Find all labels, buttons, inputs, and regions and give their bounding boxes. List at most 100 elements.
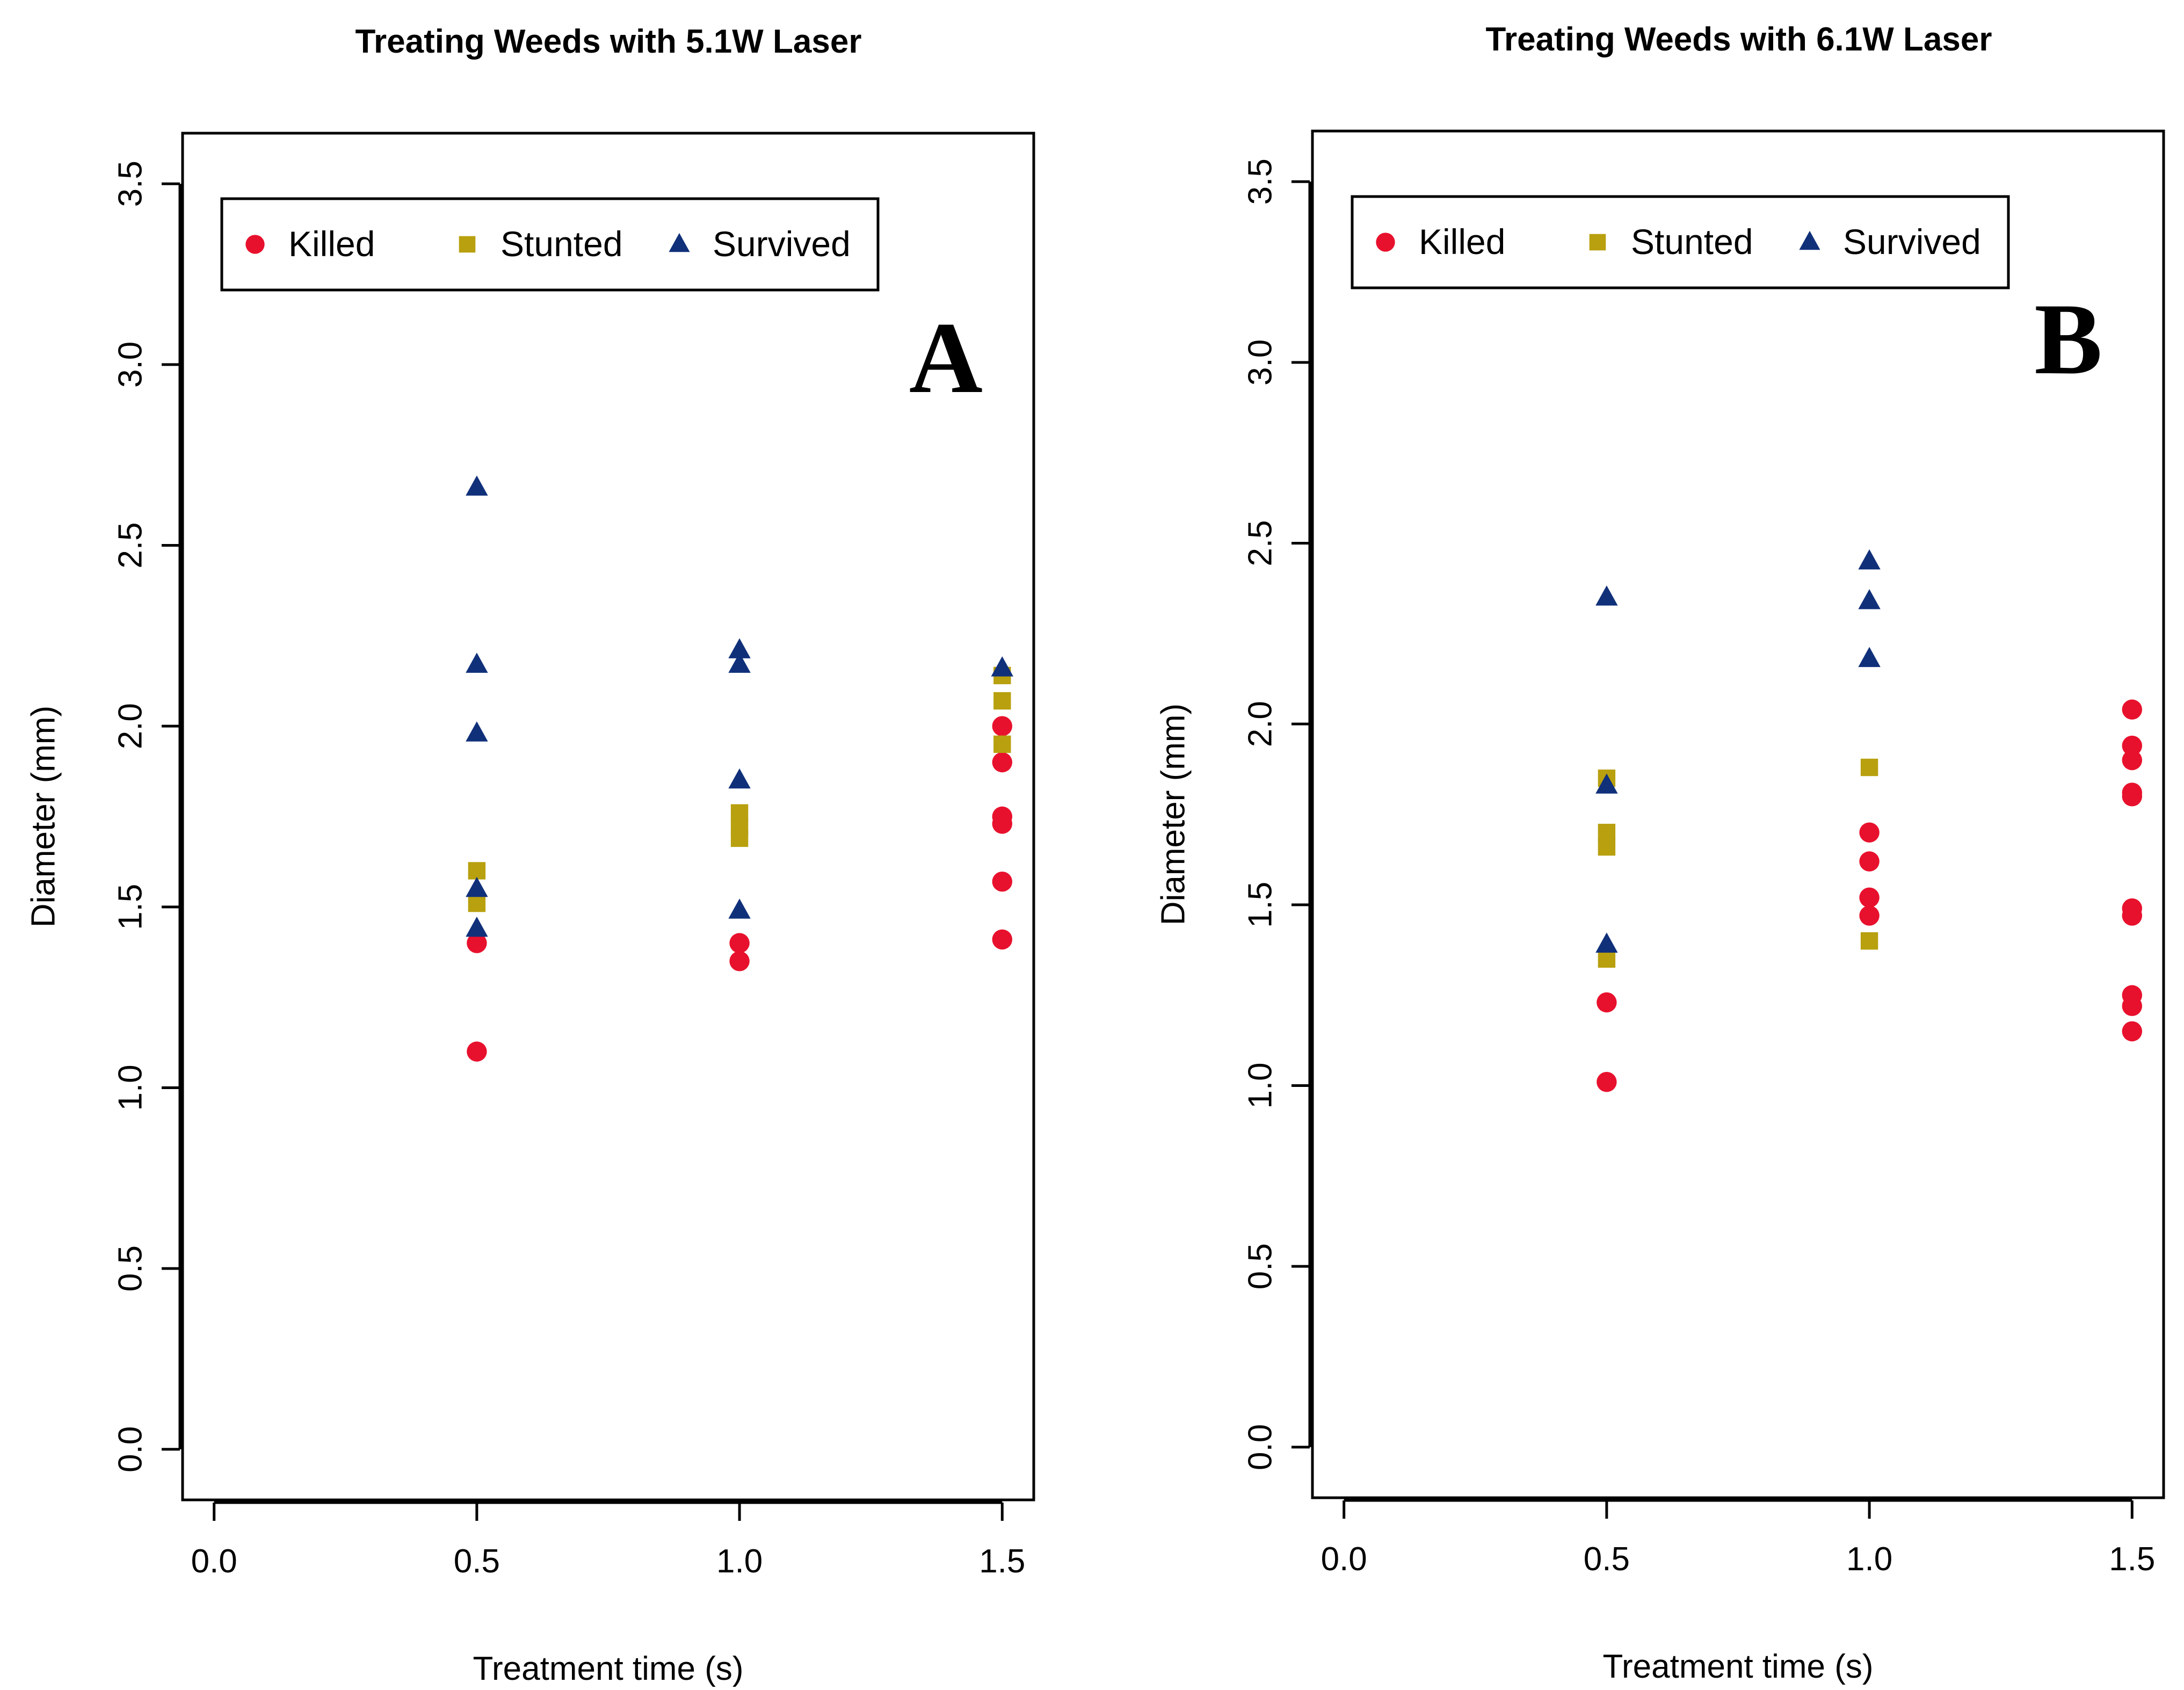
x-tick-label: 0.0 xyxy=(1321,1541,1367,1578)
y-tick-label: 0.5 xyxy=(1242,1243,1279,1289)
legend-label-survived: Survived xyxy=(1843,222,1981,262)
killed-point xyxy=(2122,996,2143,1017)
stunted-point xyxy=(468,862,486,880)
y-tick-label: 2.5 xyxy=(1242,520,1279,566)
legend-box xyxy=(1351,195,2010,289)
stunted-point xyxy=(993,735,1011,753)
series-killed xyxy=(467,716,1013,1062)
legend-box xyxy=(220,197,880,292)
killed-point xyxy=(2122,750,2143,771)
panel-letter: B xyxy=(2034,283,2102,396)
y-tick-label: 1.5 xyxy=(112,884,149,930)
killed-point xyxy=(467,1041,487,1062)
x-tick-label: 0.5 xyxy=(454,1543,500,1580)
killed-point xyxy=(2122,735,2143,756)
y-tick-label: 0.0 xyxy=(1242,1424,1279,1470)
x-axis-label: Treatment time (s) xyxy=(473,1650,743,1687)
x-tick-label: 1.0 xyxy=(716,1543,763,1580)
x-tick-label: 1.5 xyxy=(2109,1541,2155,1578)
legend-marker-killed xyxy=(245,235,265,254)
survived-point xyxy=(1595,585,1618,606)
y-tick-label: 1.5 xyxy=(1242,882,1279,928)
survived-point xyxy=(466,475,488,496)
series-survived xyxy=(466,475,1013,937)
killed-point xyxy=(992,716,1013,736)
killed-point xyxy=(2122,699,2143,720)
killed-point xyxy=(467,933,487,953)
x-tick-label: 0.5 xyxy=(1584,1541,1630,1578)
panel-letter: A xyxy=(909,302,983,415)
killed-point xyxy=(992,871,1013,892)
y-tick-label: 1.0 xyxy=(112,1064,149,1111)
survived-point xyxy=(466,876,488,897)
legend-marker-killed xyxy=(1376,233,1395,252)
legend-label-stunted: Stunted xyxy=(1631,222,1753,262)
plot-frame xyxy=(1311,129,2165,1499)
x-tick-label: 1.0 xyxy=(1846,1541,1892,1578)
legend: Killed Stunted Survived xyxy=(1351,195,2010,289)
stunted-point xyxy=(1860,758,1878,777)
killed-point xyxy=(1597,1072,1617,1092)
stunted-point xyxy=(730,829,749,847)
killed-point xyxy=(729,933,750,953)
killed-point xyxy=(1859,887,1880,908)
legend-marker-stunted xyxy=(459,236,476,253)
series-survived xyxy=(1595,549,1881,953)
y-axis-label: Diameter (mm) xyxy=(1155,703,1192,925)
survived-point xyxy=(1595,932,1618,953)
survived-point xyxy=(466,721,488,742)
y-axis-label: Diameter (mm) xyxy=(25,706,62,927)
legend: Killed Stunted Survived xyxy=(220,197,880,292)
chart-title: Treating Weeds with 5.1W Laser xyxy=(355,23,862,60)
stunted-point xyxy=(468,894,486,912)
survived-point xyxy=(728,768,751,789)
y-tick-label: 3.0 xyxy=(1242,339,1279,386)
x-axis-label: Treatment time (s) xyxy=(1602,1648,1873,1685)
panel-a: Treating Weeds with 5.1W Laser 0.0 0.5 1.0 1… xyxy=(25,23,1035,1687)
killed-point xyxy=(2122,905,2143,926)
plot-frame xyxy=(181,132,1035,1502)
x-tick-label: 0.0 xyxy=(191,1543,237,1580)
y-tick-label: 1.0 xyxy=(1242,1062,1279,1108)
y-tick-label: 3.5 xyxy=(112,161,149,207)
stunted-point xyxy=(1598,838,1616,856)
legend-marker-stunted xyxy=(1589,234,1606,251)
stunted-point xyxy=(1860,932,1878,950)
y-tick-label: 3.0 xyxy=(112,342,149,388)
killed-point xyxy=(1859,905,1880,926)
survived-point xyxy=(1858,549,1881,570)
y-tick-label: 3.5 xyxy=(1242,158,1279,205)
survived-point xyxy=(1595,773,1618,794)
survived-point xyxy=(728,638,751,658)
killed-point xyxy=(729,951,750,971)
y-tick-label: 0.0 xyxy=(112,1426,149,1473)
killed-point xyxy=(1597,992,1617,1013)
legend-label-stunted: Stunted xyxy=(500,224,623,264)
survived-point xyxy=(991,656,1013,677)
survived-point xyxy=(1858,647,1881,668)
killed-point xyxy=(992,814,1013,834)
killed-point xyxy=(2122,786,2143,807)
series-killed xyxy=(1597,699,2143,1092)
series-stunted xyxy=(468,666,1011,912)
survived-point xyxy=(728,652,751,673)
chart-title: Treating Weeds with 6.1W Laser xyxy=(1486,21,1992,58)
y-tick-label: 2.0 xyxy=(112,703,149,749)
y-tick-label: 2.5 xyxy=(112,522,149,568)
legend-marker-survived xyxy=(669,233,690,252)
panel-b: Treating Weeds with 6.1W Laser 0.0 0.5 1.0 1… xyxy=(1155,21,2165,1685)
killed-point xyxy=(2122,1021,2143,1042)
y-tick-label: 0.5 xyxy=(112,1245,149,1292)
killed-point xyxy=(1859,851,1880,872)
killed-point xyxy=(992,929,1013,950)
stunted-point xyxy=(1598,950,1616,968)
survived-point xyxy=(466,916,488,937)
legend-label-killed: Killed xyxy=(288,224,375,264)
y-tick-label: 2.0 xyxy=(1242,701,1279,747)
legend-label-killed: Killed xyxy=(1419,222,1505,262)
survived-point xyxy=(728,898,751,919)
stunted-point xyxy=(993,692,1011,710)
survived-point xyxy=(466,652,488,673)
x-tick-label: 1.5 xyxy=(979,1543,1025,1580)
